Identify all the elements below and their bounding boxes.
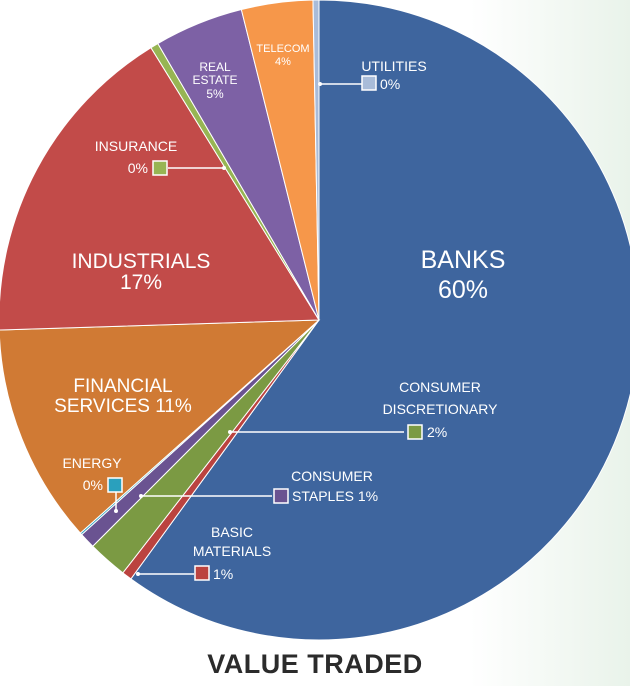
label-banks-name: BANKS xyxy=(421,246,506,274)
pie-slice-utilities xyxy=(312,0,320,321)
label-industrials-name: INDUSTRIALS xyxy=(72,250,211,273)
callout-dot-basic-materials xyxy=(136,572,140,576)
callout-dots xyxy=(114,82,322,576)
label-financial-name: FINANCIAL xyxy=(73,376,172,397)
label-basic-materials-2: MATERIALS xyxy=(193,543,271,559)
pie-slices xyxy=(0,0,630,641)
chart-title: VALUE TRADED xyxy=(207,649,423,679)
label-insurance-name: INSURANCE xyxy=(95,138,177,154)
label-real-estate-1: REAL xyxy=(199,60,231,74)
marker-consumer-discretionary xyxy=(407,424,423,440)
callout-dot-consumer-staples xyxy=(139,494,143,498)
callout-dot-insurance xyxy=(222,166,226,170)
label-banks-value: 60% xyxy=(438,276,488,304)
callout-dot-consumer-discretionary xyxy=(228,430,232,434)
label-financial-value: SERVICES 11% xyxy=(54,396,192,417)
label-basic-materials-1: BASIC xyxy=(211,524,253,540)
label-real-estate-3: 5% xyxy=(206,87,224,101)
label-insurance-value: 0% xyxy=(128,160,148,176)
callout-dot-energy xyxy=(114,509,118,513)
callout-dot-utilities xyxy=(318,82,322,86)
label-telecom-value: 4% xyxy=(275,56,291,68)
pie-slice-financial-services xyxy=(0,319,321,534)
marker-insurance xyxy=(152,160,168,176)
marker-utilities xyxy=(361,75,377,91)
label-telecom-name: TELECOM xyxy=(256,43,309,55)
label-consumer-discretionary-3: 2% xyxy=(427,424,447,440)
label-consumer-staples-2: STAPLES 1% xyxy=(292,488,378,504)
marker-basic-materials xyxy=(194,565,210,581)
pie-slice-banks xyxy=(130,0,630,641)
label-real-estate-2: ESTATE xyxy=(193,73,238,87)
marker-energy xyxy=(107,477,123,493)
pie-slice-industrials xyxy=(0,46,320,331)
label-industrials-value: 17% xyxy=(120,271,162,294)
label-consumer-staples-1: CONSUMER xyxy=(291,468,373,484)
label-energy-name: ENERGY xyxy=(62,455,122,471)
label-basic-materials-3: 1% xyxy=(213,566,233,582)
label-energy-value: 0% xyxy=(83,477,103,493)
marker-consumer-staples xyxy=(273,488,289,504)
label-consumer-discretionary-1: CONSUMER xyxy=(399,379,481,395)
legend-markers xyxy=(107,75,423,581)
pie-chart: BANKS 60% INDUSTRIALS 17% FINANCIAL SERV… xyxy=(0,0,630,641)
label-utilities-name: UTILITIES xyxy=(361,58,426,74)
label-utilities-value: 0% xyxy=(380,76,400,92)
callout-lines xyxy=(115,83,404,575)
label-consumer-discretionary-2: DISCRETIONARY xyxy=(383,401,499,417)
